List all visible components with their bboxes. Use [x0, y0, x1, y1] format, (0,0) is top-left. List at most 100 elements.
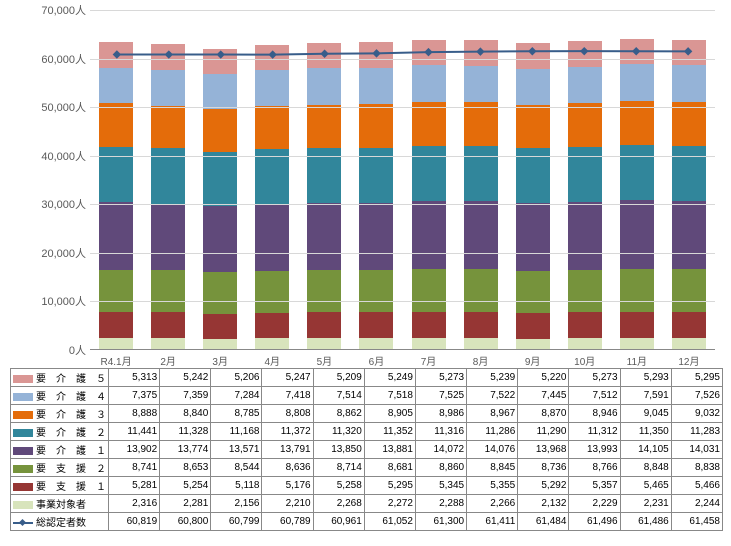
table-cell: 5,242	[160, 369, 211, 387]
bar-segment-yk4	[307, 68, 341, 104]
bar-segment-yk5	[151, 44, 185, 69]
table-cell: 5,209	[313, 369, 364, 387]
bar-segment-ys1	[151, 312, 185, 338]
bar-segment-jt	[359, 338, 393, 349]
bar-segment-yk1	[307, 203, 341, 270]
legend-swatch	[13, 465, 33, 473]
table-cell: 8,736	[518, 459, 569, 477]
table-cell: 5,176	[262, 477, 313, 495]
bar-segment-yk1	[203, 206, 237, 272]
table-cell: 2,231	[620, 495, 671, 513]
bar-column	[402, 10, 454, 349]
table-cell: 7,284	[211, 387, 262, 405]
bar-segment-yk3	[99, 103, 133, 146]
bar-segment-yk2	[203, 152, 237, 206]
bar-segment-ys2	[307, 270, 341, 312]
bar-segment-yk4	[620, 64, 654, 101]
stacked-bar	[99, 42, 133, 349]
bar-segment-yk4	[203, 74, 237, 109]
table-row: 要 介 護 １13,90213,77413,57113,79113,85013,…	[11, 441, 723, 459]
table-cell: 7,514	[313, 387, 364, 405]
bar-segment-yk1	[464, 201, 498, 269]
table-row: 要 介 護 ３8,8888,8408,7858,8088,8628,9058,9…	[11, 405, 723, 423]
x-tick-label: 12月	[663, 353, 715, 368]
legend-swatch	[13, 447, 33, 455]
legend-swatch	[13, 429, 33, 437]
x-tick-label: 6月	[350, 353, 402, 368]
table-cell: 2,288	[415, 495, 466, 513]
y-tick-label: 70,000人	[16, 2, 86, 18]
table-cell: 61,052	[364, 513, 415, 531]
table-cell: 5,345	[415, 477, 466, 495]
table-row: 要 介 護 ５5,3135,2425,2065,2475,2095,2495,2…	[11, 369, 723, 387]
table-cell: 8,860	[415, 459, 466, 477]
legend-swatch	[13, 375, 33, 383]
bar-segment-yk3	[412, 102, 446, 146]
bar-segment-ys2	[151, 270, 185, 312]
bar-segment-yk1	[412, 201, 446, 269]
legend-label: 要 介 護 ２	[36, 428, 106, 439]
bar-segment-yk2	[620, 145, 654, 200]
table-cell: 7,526	[671, 387, 722, 405]
bar-segment-yk1	[620, 200, 654, 269]
table-cell: 13,791	[262, 441, 313, 459]
table-cell: 11,372	[262, 423, 313, 441]
table-cell: 61,300	[415, 513, 466, 531]
table-cell: 2,272	[364, 495, 415, 513]
stacked-bar	[255, 45, 289, 349]
legend-label: 要 介 護 ５	[36, 374, 106, 385]
bar-segment-ys1	[620, 312, 654, 339]
stacked-bar	[516, 43, 550, 349]
stacked-bar	[412, 40, 446, 349]
bar-column	[246, 10, 298, 349]
table-cell: 5,295	[671, 369, 722, 387]
table-cell: 2,210	[262, 495, 313, 513]
bar-segment-yk4	[412, 65, 446, 102]
table-cell: 61,458	[671, 513, 722, 531]
bar-segment-ys1	[568, 312, 602, 338]
table-cell: 11,168	[211, 423, 262, 441]
legend-cell-jt: 事業対象者	[11, 495, 109, 513]
bar-segment-yk3	[255, 106, 289, 149]
table-cell: 11,286	[467, 423, 518, 441]
bar-segment-ys1	[359, 312, 393, 338]
table-cell: 8,870	[518, 405, 569, 423]
table-cell: 8,905	[364, 405, 415, 423]
table-cell: 5,293	[620, 369, 671, 387]
bar-segment-yk3	[464, 102, 498, 146]
table-cell: 7,445	[518, 387, 569, 405]
table-cell: 2,266	[467, 495, 518, 513]
bar-segment-yk4	[464, 66, 498, 103]
gridline	[90, 301, 715, 302]
table-cell: 60,961	[313, 513, 364, 531]
legend-cell-yk5: 要 介 護 ５	[11, 369, 109, 387]
bar-segment-jt	[99, 338, 133, 349]
table-cell: 5,313	[109, 369, 160, 387]
table-cell: 5,220	[518, 369, 569, 387]
x-axis-labels: R4.1月2月3月4月5月6月7月8月9月10月11月12月	[90, 353, 715, 368]
table-cell: 2,132	[518, 495, 569, 513]
table-cell: 11,283	[671, 423, 722, 441]
legend-cell-yk2: 要 介 護 ２	[11, 423, 109, 441]
bar-segment-jt	[620, 338, 654, 349]
bar-segment-jt	[568, 338, 602, 349]
bar-segment-yk3	[307, 105, 341, 148]
legend-cell-total: 総認定者数	[11, 513, 109, 531]
bar-segment-yk4	[359, 68, 393, 105]
table-cell: 60,819	[109, 513, 160, 531]
x-tick-label: 3月	[194, 353, 246, 368]
bar-column	[663, 10, 715, 349]
data-table: 要 介 護 ５5,3135,2425,2065,2475,2095,2495,2…	[10, 368, 723, 531]
bar-segment-yk5	[672, 40, 706, 66]
table-cell: 11,441	[109, 423, 160, 441]
bar-segment-ys2	[203, 272, 237, 313]
stacked-bar	[307, 43, 341, 349]
table-cell: 9,045	[620, 405, 671, 423]
bar-column	[142, 10, 194, 349]
table-cell: 8,653	[160, 459, 211, 477]
legend-cell-yk3: 要 介 護 ３	[11, 405, 109, 423]
gridline	[90, 253, 715, 254]
table-cell: 14,031	[671, 441, 722, 459]
table-cell: 8,785	[211, 405, 262, 423]
table-cell: 8,845	[467, 459, 518, 477]
